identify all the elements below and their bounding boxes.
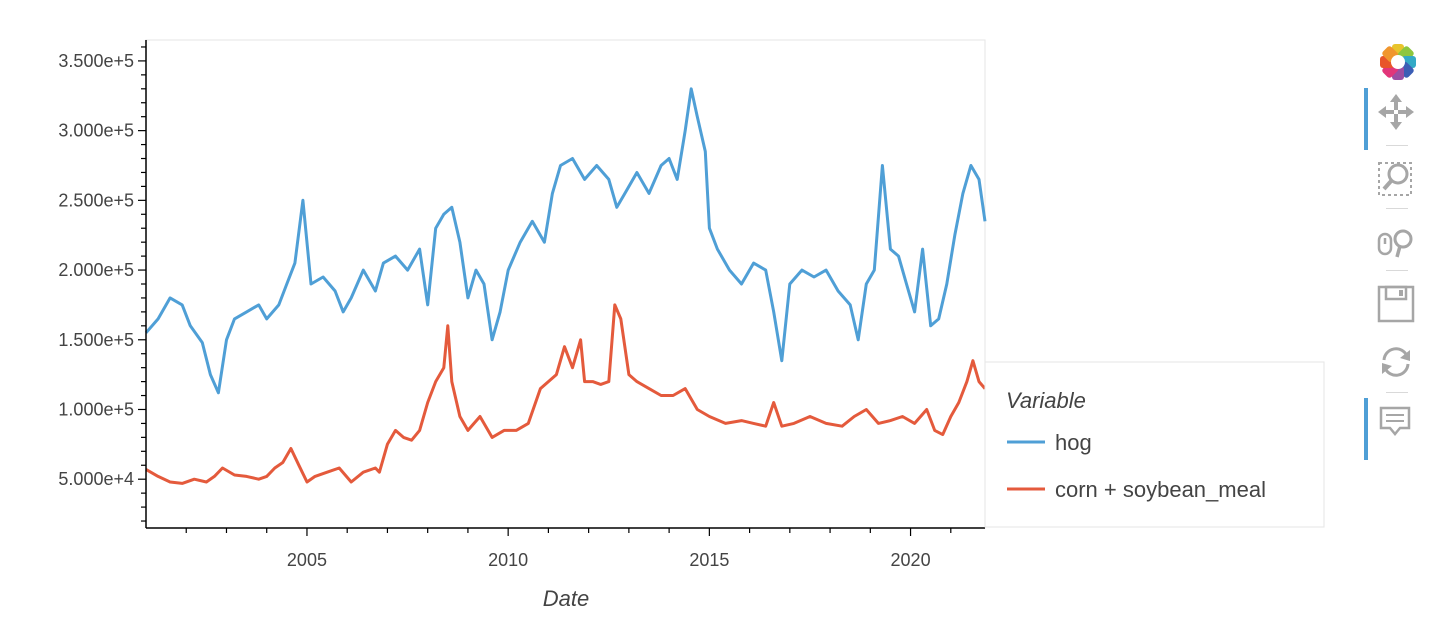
y-tick-label: 2.500e+5 [58, 190, 134, 210]
x-tick-label: 2015 [689, 550, 729, 570]
series-line-0[interactable] [144, 87, 987, 395]
x-tick-label: 2020 [891, 550, 931, 570]
save-icon [1377, 285, 1415, 323]
y-tick-label: 5.000e+4 [58, 469, 134, 489]
legend-box [984, 361, 1325, 528]
legend: Variable hog corn + soybean_meal [984, 361, 1325, 528]
reset-tool-button[interactable] [1362, 338, 1432, 386]
hover-tool-button[interactable] [1362, 398, 1432, 460]
series-line-1[interactable] [145, 303, 987, 485]
y-tick-label: 1.500e+5 [58, 330, 134, 350]
x-tick-label: 2010 [488, 550, 528, 570]
bokeh-logo[interactable] [1362, 36, 1432, 84]
pan-icon [1378, 94, 1414, 130]
hover-icon [1379, 406, 1411, 436]
y-tick-label: 3.500e+5 [58, 51, 134, 71]
y-tick-label: 3.000e+5 [58, 121, 134, 141]
legend-label-corn-soybean-meal[interactable]: corn + soybean_meal [1055, 477, 1266, 502]
box-zoom-tool-button[interactable] [1362, 154, 1432, 202]
x-axis-ticks: 2005 2010 2015 2020 [185, 528, 952, 570]
save-tool-button[interactable] [1362, 280, 1432, 328]
wheel-zoom-icon [1377, 229, 1413, 258]
legend-label-hog[interactable]: hog [1055, 430, 1092, 455]
series-lines [144, 87, 987, 485]
toolbar [1362, 30, 1432, 470]
legend-title: Variable [1006, 388, 1086, 413]
wheel-zoom-tool-button[interactable] [1362, 218, 1432, 266]
box-zoom-icon [1378, 162, 1412, 196]
plot-frame [145, 39, 986, 529]
bokeh-logo-icon [1380, 44, 1416, 80]
y-tick-label: 1.000e+5 [58, 399, 134, 419]
x-axis-title: Date [543, 586, 589, 611]
y-tick-label: 2.000e+5 [58, 260, 134, 280]
reset-icon [1382, 347, 1410, 377]
y-axis-ticks: 5.000e+4 1.000e+5 1.500e+5 2.000e+5 2.500e+5… [58, 46, 146, 522]
x-tick-label: 2005 [287, 550, 327, 570]
pan-tool-button[interactable] [1362, 88, 1432, 150]
